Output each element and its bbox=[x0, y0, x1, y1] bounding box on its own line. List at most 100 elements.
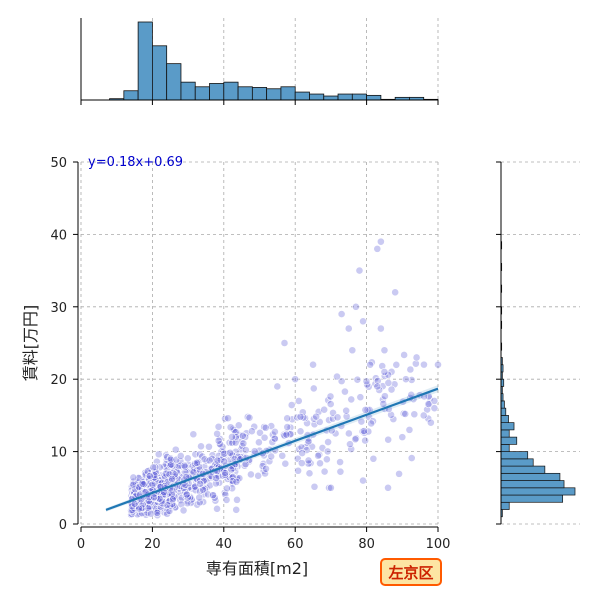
scatter-point bbox=[346, 440, 354, 449]
scatter-point bbox=[281, 459, 290, 468]
scatter-point bbox=[320, 467, 329, 476]
scatter-point bbox=[250, 422, 259, 431]
scatter-point bbox=[221, 470, 230, 479]
scatter-point bbox=[282, 430, 291, 439]
scatter-point bbox=[247, 470, 255, 479]
x-tick-label: 20 bbox=[144, 537, 161, 552]
scatter-point bbox=[391, 288, 400, 297]
scatter-points bbox=[127, 237, 442, 520]
scatter-point bbox=[380, 368, 389, 376]
scatter-point bbox=[154, 450, 163, 459]
scatter-point bbox=[180, 461, 189, 470]
scatter-point bbox=[234, 421, 243, 430]
scatter-point bbox=[261, 469, 269, 478]
scatter-point bbox=[227, 465, 236, 474]
scatter-point bbox=[176, 452, 185, 460]
scatter-point bbox=[197, 442, 205, 451]
y-tick-label: 10 bbox=[50, 446, 67, 461]
x-axis-ticks: 0 20 40 60 80 100 bbox=[77, 527, 451, 552]
scatter-point bbox=[316, 459, 324, 468]
main-grid bbox=[80, 161, 439, 525]
scatter-point bbox=[228, 433, 236, 441]
scatter-point bbox=[310, 414, 318, 423]
scatter-point bbox=[323, 447, 332, 456]
top-hist-bars bbox=[109, 21, 439, 101]
scatter-point bbox=[426, 418, 435, 427]
scatter-point bbox=[333, 372, 341, 381]
top-hist-bar bbox=[151, 45, 168, 101]
scatter-point bbox=[195, 493, 204, 502]
y-axis-ticks: 0 10 20 30 40 50 bbox=[50, 156, 78, 533]
scatter-point bbox=[405, 425, 414, 434]
scatter-point bbox=[395, 469, 403, 478]
right-hist-bar bbox=[500, 465, 546, 474]
scatter-point bbox=[356, 393, 365, 402]
scatter-point bbox=[221, 469, 230, 477]
scatter-point bbox=[143, 467, 152, 476]
scatter-point bbox=[347, 445, 356, 453]
scatter-point bbox=[195, 462, 204, 471]
scatter-point bbox=[384, 435, 393, 444]
scatter-point bbox=[283, 414, 292, 423]
scatter-point bbox=[312, 412, 321, 421]
scatter-point bbox=[224, 414, 232, 423]
scatter-point bbox=[389, 415, 398, 424]
y-tick-label: 0 bbox=[59, 518, 67, 533]
scatter-point bbox=[267, 452, 276, 461]
scatter-point bbox=[361, 436, 370, 445]
scatter-point bbox=[364, 427, 373, 436]
scatter-point bbox=[261, 423, 270, 432]
top-marginal-histogram bbox=[80, 18, 439, 105]
scatter-point bbox=[241, 446, 250, 454]
scatter-point bbox=[273, 382, 282, 391]
x-tick-label: 60 bbox=[287, 537, 304, 552]
scatter-point bbox=[348, 346, 357, 355]
scatter-point bbox=[344, 429, 353, 438]
x-tick-label: 100 bbox=[426, 537, 451, 552]
scatter-point bbox=[411, 359, 420, 368]
scatter-point bbox=[148, 480, 157, 489]
scatter-point bbox=[376, 324, 385, 333]
scatter-point bbox=[310, 482, 319, 491]
scatter-point bbox=[193, 500, 202, 509]
scatter-point bbox=[287, 401, 296, 409]
scatter-point bbox=[344, 324, 353, 333]
scatter-point bbox=[291, 375, 300, 384]
scatter-point bbox=[221, 414, 229, 423]
scatter-point bbox=[223, 484, 231, 493]
scatter-point bbox=[183, 454, 192, 463]
regression-line-group bbox=[105, 385, 439, 512]
scatter-point bbox=[359, 317, 367, 326]
scatter-point bbox=[360, 427, 368, 435]
top-hist-bar bbox=[194, 86, 210, 101]
scatter-point bbox=[296, 412, 305, 421]
y-tick-label: 40 bbox=[50, 228, 67, 243]
scatter-point bbox=[412, 353, 421, 362]
scatter-point bbox=[320, 405, 329, 414]
scatter-point bbox=[280, 339, 289, 347]
scatter-point bbox=[375, 386, 384, 394]
right-hist-bars bbox=[500, 241, 576, 518]
scatter-point bbox=[205, 456, 214, 465]
right-hist-bar bbox=[500, 480, 565, 489]
x-tick-label: 40 bbox=[216, 537, 233, 552]
scatter-point bbox=[298, 449, 307, 457]
scatter-point bbox=[255, 438, 263, 447]
scatter-point bbox=[384, 379, 393, 387]
scatter-point bbox=[326, 483, 335, 492]
scatter-point bbox=[298, 408, 307, 417]
right-hist-ticks bbox=[496, 161, 501, 525]
scatter-point bbox=[322, 455, 331, 464]
scatter-point bbox=[347, 395, 356, 404]
scatter-point bbox=[366, 360, 375, 369]
right-hist-bar bbox=[500, 415, 509, 423]
scatter-point bbox=[165, 470, 174, 479]
scatter-point bbox=[351, 435, 360, 444]
scatter-point bbox=[151, 463, 160, 472]
scatter-point bbox=[407, 376, 416, 384]
top-hist-bar bbox=[280, 86, 296, 101]
scatter-point bbox=[369, 454, 378, 463]
scatter-point bbox=[232, 505, 241, 514]
scatter-point bbox=[182, 490, 191, 499]
scatter-point bbox=[384, 483, 392, 492]
